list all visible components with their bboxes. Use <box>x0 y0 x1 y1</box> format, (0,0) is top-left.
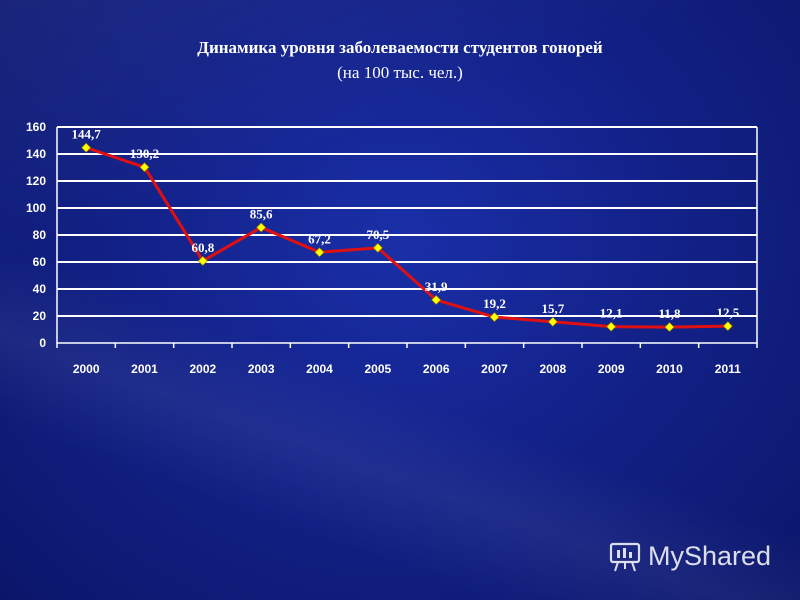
data-point <box>606 321 617 332</box>
x-tick-label: 2011 <box>715 362 741 376</box>
data-point <box>547 316 558 327</box>
data-point <box>372 242 383 253</box>
data-label: 85,6 <box>250 206 273 221</box>
series-line <box>85 146 728 329</box>
x-tick-label: 2010 <box>656 362 683 376</box>
chart-subtitle: (на 100 тыс. чел.) <box>337 63 463 82</box>
data-label: 70,5 <box>366 227 389 242</box>
x-tick-label: 2004 <box>306 362 333 376</box>
x-tick-label: 2007 <box>481 362 508 376</box>
x-tick-label: 2006 <box>423 362 450 376</box>
data-label: 130,2 <box>130 146 159 161</box>
x-tick-label: 2002 <box>189 362 216 376</box>
data-label: 67,2 <box>308 231 331 246</box>
y-tick-label: 20 <box>33 309 47 323</box>
y-tick-label: 100 <box>26 201 46 215</box>
data-point <box>314 247 325 258</box>
watermark: MyShared <box>608 538 771 574</box>
data-point <box>489 312 500 323</box>
presentation-board-icon <box>609 542 641 572</box>
x-tick-label: 2001 <box>131 362 158 376</box>
x-tick-label: 2000 <box>73 362 100 376</box>
data-point <box>139 162 150 173</box>
x-tick-label: 2009 <box>598 362 625 376</box>
data-label: 11,8 <box>658 306 681 321</box>
watermark-text: MyShared <box>648 540 772 571</box>
data-point <box>664 322 675 332</box>
data-label: 31,9 <box>425 279 448 294</box>
chart-title: Динамика уровня заболеваемости студентов… <box>197 38 603 57</box>
y-tick-label: 80 <box>33 228 47 242</box>
data-point <box>722 321 733 332</box>
data-point <box>256 222 267 233</box>
data-point <box>431 295 442 305</box>
y-tick-label: 60 <box>33 255 47 269</box>
data-label: 12,1 <box>600 306 623 321</box>
data-point <box>197 255 208 266</box>
y-tick-label: 0 <box>39 336 46 350</box>
x-tick-label: 2003 <box>248 362 275 376</box>
y-tick-label: 120 <box>26 174 46 188</box>
x-tick-label: 2005 <box>364 362 391 376</box>
data-label: 15,7 <box>541 301 564 316</box>
y-tick-label: 40 <box>33 282 47 296</box>
data-label: 144,7 <box>72 127 102 142</box>
data-label: 19,2 <box>483 296 506 311</box>
x-tick-label: 2008 <box>539 362 566 376</box>
y-tick-label: 160 <box>26 120 46 134</box>
data-label: 60,8 <box>191 240 214 255</box>
y-tick-label: 140 <box>26 147 46 161</box>
data-label: 12,5 <box>716 305 739 320</box>
data-point <box>81 142 92 153</box>
